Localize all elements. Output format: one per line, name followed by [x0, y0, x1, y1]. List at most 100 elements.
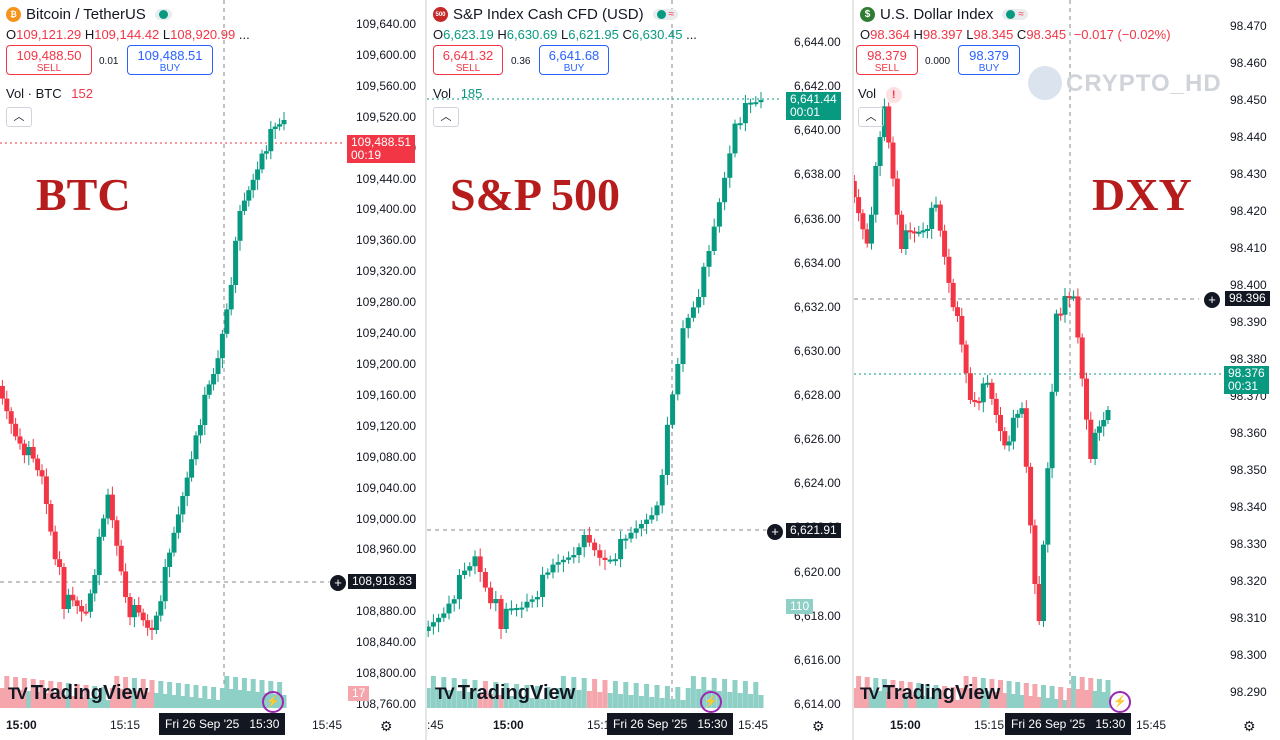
- candle: [1006, 441, 1012, 446]
- spx-sell-button[interactable]: 6,641.32 SELL: [433, 45, 503, 75]
- volume-bar: [628, 695, 634, 708]
- add-alert-icon[interactable]: +: [329, 574, 347, 592]
- volume-bar: [576, 690, 582, 708]
- price-tick: 109,240.00: [356, 326, 417, 341]
- dxy-title[interactable]: $ U.S. Dollar Index ≈: [860, 6, 1028, 23]
- volume-warning-icon[interactable]: !: [885, 87, 902, 103]
- candle: [109, 494, 115, 521]
- price-tick: 109,360.00: [356, 233, 417, 248]
- dxy-volume-legend[interactable]: Vol !: [858, 86, 902, 103]
- volume-bar: [30, 679, 36, 708]
- sell-price: 109,488.50: [16, 48, 82, 63]
- ohlc-open: 109,121.29: [16, 27, 82, 42]
- volume-bar: [153, 693, 159, 708]
- candle: [706, 251, 712, 267]
- btc-title[interactable]: ₿ Bitcoin / TetherUS: [6, 6, 172, 23]
- tradingview-logo[interactable]: TV TradingView: [8, 682, 148, 705]
- volume-bar: [92, 686, 98, 708]
- candle: [0, 386, 5, 399]
- volume-bar: [654, 685, 660, 708]
- candle: [912, 231, 917, 234]
- volume-bar: [644, 684, 650, 708]
- tradingview-icon: TV: [8, 683, 28, 703]
- settings-gear-icon[interactable]: ⚙: [812, 718, 825, 734]
- candle: [877, 137, 883, 166]
- lightning-icon[interactable]: ⚡: [262, 691, 284, 713]
- candle: [1071, 296, 1077, 299]
- btc-chart-panel[interactable]: ₿ Bitcoin / TetherUS O109,121.29 H109,14…: [0, 0, 425, 740]
- candle: [1092, 432, 1098, 459]
- volume-bar: [685, 688, 691, 708]
- candle: [873, 166, 879, 215]
- ohlc-high: 6,630.69: [506, 27, 558, 42]
- buy-price: 109,488.51: [137, 48, 203, 63]
- panel-divider[interactable]: [852, 0, 854, 740]
- settings-gear-icon[interactable]: ⚙: [380, 718, 393, 734]
- collapse-legend-button[interactable]: ︿: [6, 107, 32, 127]
- tradingview-icon: TV: [435, 683, 455, 703]
- btc-candles[interactable]: [0, 0, 425, 740]
- dxy-candles[interactable]: [854, 0, 1280, 740]
- volume-bar: [427, 688, 431, 708]
- settings-gear-icon[interactable]: ⚙: [1243, 718, 1256, 734]
- btc-volume-legend[interactable]: Vol · BTC 152: [6, 86, 93, 101]
- candle: [664, 424, 670, 475]
- volume-bar: [193, 685, 199, 708]
- candle: [1023, 408, 1029, 467]
- time-label: 15:15: [974, 718, 1005, 732]
- tradingview-icon: TV: [860, 683, 880, 703]
- btc-sell-button[interactable]: 109,488.50 SELL: [6, 45, 92, 75]
- candle: [8, 411, 14, 424]
- spx-volume-legend[interactable]: Vol 185: [433, 86, 482, 101]
- candle: [162, 567, 168, 602]
- volume-bar: [246, 691, 252, 708]
- status-pill[interactable]: [154, 9, 172, 20]
- candle: [158, 601, 164, 616]
- lightning-icon[interactable]: ⚡: [1109, 691, 1131, 713]
- add-alert-icon[interactable]: +: [1203, 291, 1221, 309]
- spx-chart-panel[interactable]: 500 S&P Index Cash CFD (USD) ≈ O6,623.19…: [427, 0, 852, 740]
- lightning-icon[interactable]: ⚡: [700, 691, 722, 713]
- candle: [716, 202, 722, 227]
- volume-bar: [1096, 679, 1102, 708]
- add-alert-icon[interactable]: +: [766, 523, 784, 541]
- panel-divider[interactable]: [425, 0, 427, 740]
- candle: [685, 317, 691, 329]
- dxy-buy-button[interactable]: 98.379 BUY: [958, 45, 1020, 75]
- volume-bar: [873, 678, 879, 708]
- spx-title[interactable]: 500 S&P Index Cash CFD (USD) ≈: [433, 6, 679, 23]
- btc-volume-tag: 17: [348, 686, 370, 701]
- volume-bar: [79, 697, 85, 708]
- volume-bar: [748, 694, 754, 708]
- ohlc-more: ...: [238, 27, 250, 42]
- tradingview-logo[interactable]: TV TradingView: [860, 682, 1000, 705]
- volume-bar: [899, 681, 905, 708]
- candle: [670, 394, 676, 425]
- dxy-chart-panel[interactable]: $ U.S. Dollar Index ≈ O98.364 H98.397 L9…: [854, 0, 1280, 740]
- volume-bar: [83, 685, 89, 708]
- spx-crosshair-price-tag: 6,621.91: [786, 523, 841, 538]
- tradingview-logo[interactable]: TV TradingView: [435, 682, 575, 705]
- status-pill[interactable]: ≈: [652, 9, 679, 20]
- volume-bar: [912, 695, 917, 708]
- candle: [456, 575, 462, 600]
- spx-buy-button[interactable]: 6,641.68 BUY: [539, 45, 609, 75]
- collapse-legend-button[interactable]: ︿: [858, 107, 884, 127]
- candle: [472, 556, 478, 567]
- candle: [79, 606, 85, 612]
- candle: [1084, 378, 1089, 420]
- price-tick: 6,638.00: [794, 167, 841, 182]
- dxy-sell-button[interactable]: 98.379 SELL: [856, 45, 918, 75]
- candle: [560, 559, 566, 563]
- btc-buy-button[interactable]: 109,488.51 BUY: [127, 45, 213, 75]
- price-tick: 109,400.00: [356, 202, 417, 217]
- spx-candles[interactable]: [427, 0, 852, 740]
- collapse-legend-button[interactable]: ︿: [433, 107, 459, 127]
- candle: [998, 415, 1003, 432]
- status-pill[interactable]: ≈: [1002, 9, 1028, 20]
- ohlc-more: ...: [686, 27, 697, 42]
- candle: [503, 608, 509, 629]
- btc-spread: 0.01: [99, 56, 119, 67]
- candle: [498, 599, 504, 629]
- candle: [571, 555, 577, 558]
